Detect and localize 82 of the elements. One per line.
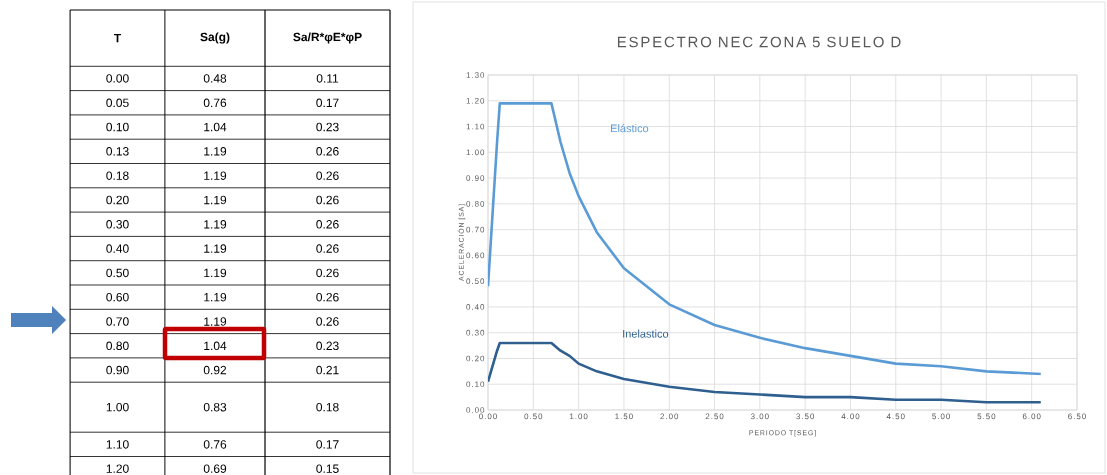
data-label: 1.19 [204, 171, 227, 180]
data-label: 0.76 [203, 98, 227, 108]
y-tick-label: 0.70 [106, 317, 129, 326]
data-label: 1.19 [204, 292, 227, 302]
data-label: 0.48 [203, 74, 227, 83]
data-label: 1.19 [204, 195, 227, 205]
x-tick-label: 4.50 [886, 413, 905, 420]
x-tick-label: 1.00 [570, 413, 588, 420]
data-label: 0.26 [316, 147, 339, 156]
y-tick-label: 0.80 [106, 341, 129, 351]
y-tick-label: 1.20 [106, 464, 129, 473]
y-tick-label: 0.20 [106, 195, 129, 205]
y-tick-label: 0.50 [106, 268, 129, 278]
y-tick-label: 0.40 [466, 304, 485, 310]
data-label: 0.26 [316, 317, 339, 326]
data-label: 0.18 [316, 402, 339, 412]
y-tick-label: 0.60 [106, 292, 129, 302]
y-tick-label: 0.60 [466, 252, 485, 259]
data-label: 1.04 [204, 341, 227, 351]
y-tick-label: 0.40 [106, 244, 129, 253]
y-tick-label: 1.20 [466, 97, 485, 104]
data-label: 0.23 [316, 122, 339, 132]
data-label: 1.19 [204, 220, 227, 229]
y-tick-label: 0.18 [106, 171, 129, 180]
x-tick-label: 6.00 [1022, 413, 1041, 420]
x-tick-label: 4.00 [841, 413, 860, 420]
data-label: 0.21 [316, 365, 339, 375]
x-tick-label: Sa/R*φE*φP [293, 32, 362, 44]
y-tick-label: 0.10 [106, 122, 129, 132]
data-label: 0.26 [316, 195, 339, 205]
x-tick-label: 2.00 [660, 413, 679, 420]
y-tick-label: 0.00 [466, 407, 485, 413]
data-label: 1.19 [204, 268, 227, 278]
data-label: 0.17 [316, 440, 339, 449]
y-tick-label: 0.20 [466, 355, 485, 362]
data-label: 1.19 [204, 147, 227, 156]
x-tick-label: 1.50 [615, 413, 633, 420]
x-tick-label: 3.00 [750, 413, 769, 420]
data-label: 0.26 [316, 268, 339, 278]
x-tick-label: 6.50 [1068, 413, 1086, 420]
y-tick-label: 0.50 [466, 278, 485, 284]
data-label: 0.23 [316, 341, 339, 351]
x-tick-label: 5.50 [977, 413, 996, 420]
y-tick-label: 0.05 [106, 98, 129, 108]
data-label: 0.26 [316, 171, 339, 180]
data-label: 0.26 [316, 244, 339, 253]
y-tick-label: 0.30 [106, 220, 129, 229]
y-tick-label: 0.10 [466, 381, 485, 388]
y-tick-label: 1.10 [106, 440, 129, 449]
data-label: 0.83 [203, 402, 227, 412]
data-label: 0.76 [203, 440, 227, 449]
y-tick-label: 1.00 [466, 149, 485, 156]
y-tick-label: 0.30 [466, 329, 485, 336]
x-tick-label: 5.00 [932, 413, 950, 420]
y-tick-label: 1.10 [466, 123, 485, 130]
x-tick-label: 2.50 [705, 413, 724, 420]
y-tick-label: 0.00 [106, 74, 129, 83]
data-label: 0.26 [316, 220, 339, 229]
y-tick-label: 0.80 [466, 201, 485, 207]
x-tick-label: 0.00 [479, 413, 497, 420]
y-tick-label: 1.00 [106, 402, 129, 412]
data-label: 1.19 [204, 244, 227, 253]
x-tick-label: 3.50 [796, 413, 815, 420]
y-tick-label: 0.70 [466, 226, 485, 233]
data-label: 1.04 [204, 122, 227, 132]
data-label: 0.15 [316, 464, 339, 473]
y-tick-label: 1.30 [466, 72, 485, 78]
data-label: 0.26 [316, 292, 339, 302]
data-label: 1.19 [204, 317, 227, 326]
data-label: 0.11 [316, 74, 339, 83]
data-label: 0.17 [316, 98, 339, 108]
x-tick-label: Sa(g) [200, 32, 230, 44]
text: Inelastico [623, 329, 669, 338]
text: Elástico [611, 124, 649, 133]
y-tick-label: 0.13 [106, 147, 129, 156]
y-tick-label: 0.90 [466, 175, 485, 181]
y-tick-label: 0.90 [106, 365, 129, 375]
data-label: 0.92 [203, 365, 227, 375]
y-axis-title: T [113, 33, 122, 43]
x-tick-label: 0.50 [524, 413, 543, 420]
chart-title: ESPECTRO NEC ZONA 5 SUELO D [617, 36, 901, 48]
data-label: 0.69 [203, 464, 227, 473]
